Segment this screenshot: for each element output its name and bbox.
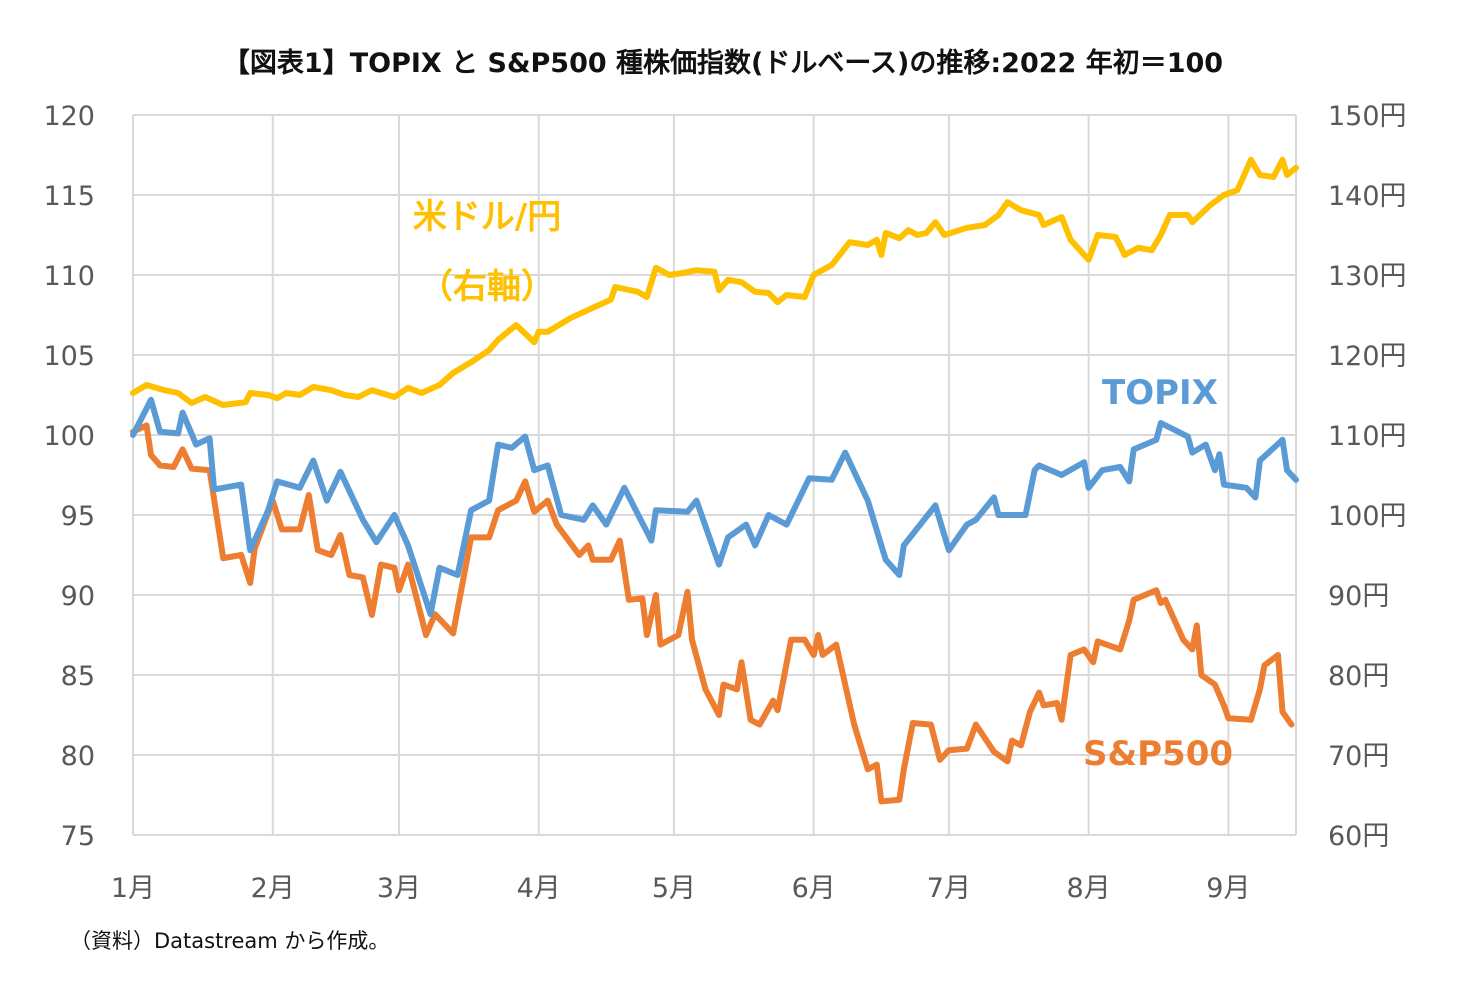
x-tick-label: 5月: [652, 873, 696, 904]
x-tick-label: 6月: [792, 873, 836, 904]
source-note: （資料）Datastream から作成。: [70, 929, 389, 953]
y-left-tick-label: 100: [43, 421, 95, 452]
y-left-tick-label: 120: [43, 101, 95, 132]
series-lines: [130, 156, 1299, 805]
y-right-tick-label: 110円: [1328, 421, 1407, 452]
x-tick-label: 2月: [251, 873, 295, 904]
x-tick-label: 1月: [111, 873, 155, 904]
y-left-tick-label: 115: [43, 181, 95, 212]
series-labels: 米ドル/円 （右軸） TOPIX S&P500: [413, 197, 1233, 774]
x-tick-label: 4月: [517, 873, 561, 904]
series-label-topix: TOPIX: [1102, 373, 1218, 413]
y-left-tick-label: 90: [61, 581, 95, 612]
series-line-sp500: [130, 422, 1295, 805]
y-right-tick-label: 150円: [1328, 101, 1407, 132]
series-label-sp500: S&P500: [1083, 734, 1233, 774]
series-line-usdjpy: [130, 156, 1299, 408]
series-line-topix: [130, 396, 1299, 618]
x-tick-label: 7月: [927, 873, 971, 904]
y-left-tick-label: 80: [61, 741, 95, 772]
x-tick-label: 8月: [1067, 873, 1111, 904]
series-label-usdjpy-axis-note: （右軸）: [419, 267, 555, 307]
y-right-tick-label: 130円: [1328, 261, 1407, 292]
y-left-tick-label: 110: [43, 261, 95, 292]
y-left-tick-label: 105: [43, 341, 95, 372]
y-right-tick-label: 70円: [1328, 741, 1389, 772]
y-axis-right: 60円 70円 80円 90円 100円 110円 120円 130円 140円 150円: [1328, 101, 1407, 852]
chart-title: 【図表1】TOPIX と S&P500 種株価指数(ドルベース)の推移:2022…: [223, 47, 1223, 79]
y-right-tick-label: 80円: [1328, 661, 1389, 692]
y-right-tick-label: 140円: [1328, 181, 1407, 212]
x-tick-label: 3月: [377, 873, 421, 904]
y-axis-left: 75 80 85 90 95 100 105 110 115 120: [43, 101, 95, 852]
x-axis: 1月 2月 3月 4月 5月 6月 7月 8月 9月: [111, 873, 1251, 904]
series-label-usdjpy: 米ドル/円: [413, 197, 561, 237]
y-left-tick-label: 75: [61, 821, 95, 852]
x-tick-label: 9月: [1206, 873, 1250, 904]
y-right-tick-label: 60円: [1328, 821, 1389, 852]
y-left-tick-label: 85: [61, 661, 95, 692]
y-right-tick-label: 90円: [1328, 581, 1389, 612]
y-left-tick-label: 95: [61, 501, 95, 532]
y-right-tick-label: 100円: [1328, 501, 1407, 532]
y-right-tick-label: 120円: [1328, 341, 1407, 372]
